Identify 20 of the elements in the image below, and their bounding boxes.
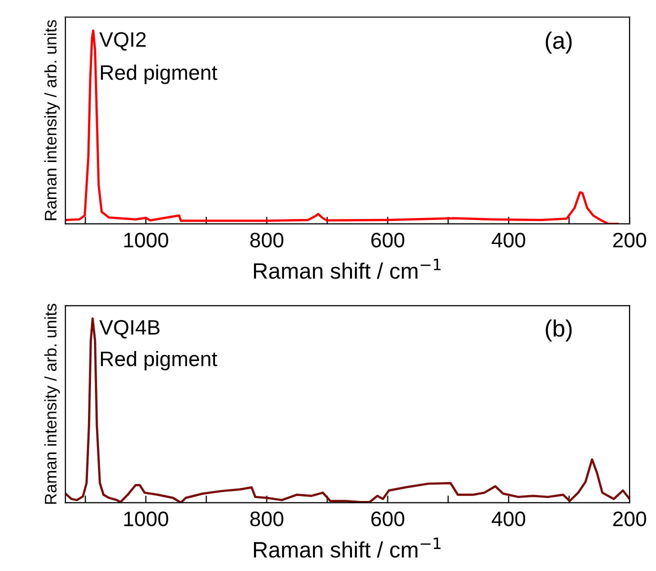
x-tick-label: 600 <box>371 232 404 248</box>
annotation: Red pigment <box>100 64 218 84</box>
annotation: VQI2 <box>99 32 146 51</box>
annotation: (b) <box>546 319 572 342</box>
x-axis-title: Raman shift / cm$^{−1}$ <box>254 258 441 279</box>
annotation: (a) <box>546 32 572 54</box>
x-tick-label: 1000 <box>124 512 168 526</box>
x-tick-label: 800 <box>250 232 284 248</box>
annotation: Red pigment <box>100 350 218 370</box>
y-axis-title: Raman intensity / arb. units <box>44 20 60 220</box>
x-axis-title: Raman shift / cm$^{−1}$ <box>254 538 441 558</box>
x-tick-label: 800 <box>250 512 284 526</box>
x-tick-label: 1000 <box>124 232 168 248</box>
x-tick-label: 400 <box>492 232 526 248</box>
annotation: VQI4B <box>99 320 160 338</box>
x-tick-label: 600 <box>371 512 404 526</box>
y-axis-title: Raman intensity / arb. units <box>44 304 60 504</box>
x-tick-label: 200 <box>613 512 646 526</box>
x-tick-label: 400 <box>492 512 526 526</box>
x-tick-label: 200 <box>613 232 646 248</box>
